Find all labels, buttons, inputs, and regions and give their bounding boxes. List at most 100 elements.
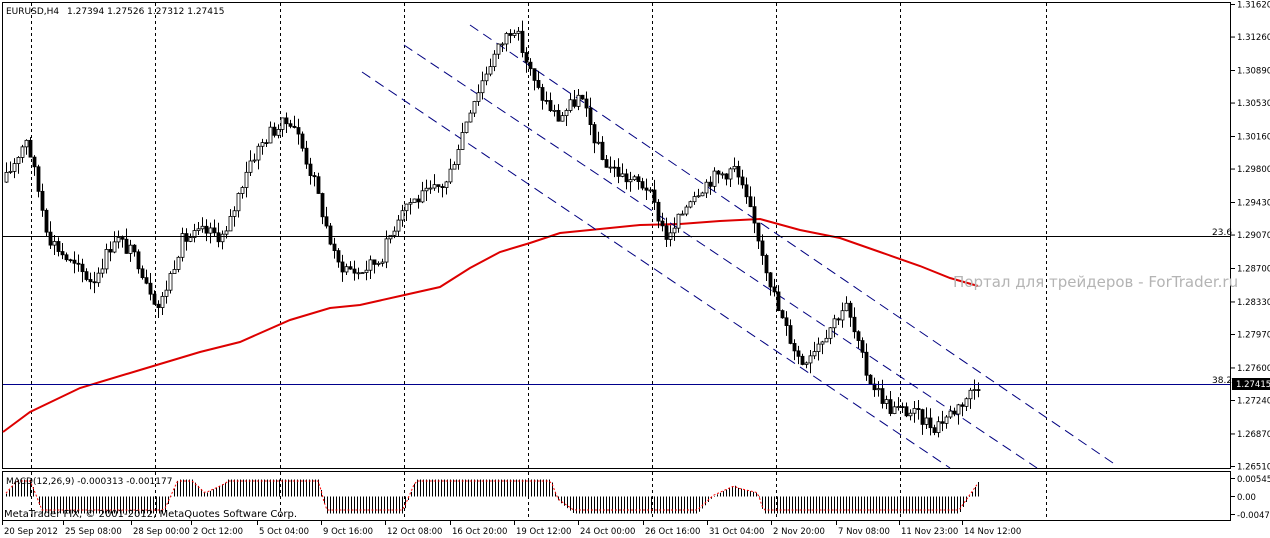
current-price-tag-text: 1.27415 bbox=[1236, 380, 1270, 390]
candle-body bbox=[956, 404, 961, 415]
candle-body bbox=[924, 417, 929, 425]
candle-body bbox=[304, 147, 309, 165]
main-chart-area[interactable] bbox=[2, 2, 1231, 469]
time-axis-label: 28 Sep 00:00 bbox=[133, 527, 190, 537]
time-axis-label: 19 Oct 12:00 bbox=[516, 527, 571, 537]
candle-body bbox=[936, 421, 941, 433]
fib-label-38-2: 38.2 bbox=[1212, 376, 1232, 386]
candle-body bbox=[164, 289, 169, 297]
candle-body bbox=[544, 99, 549, 102]
candle-body bbox=[252, 159, 257, 162]
price-axis-label: 1.31260 bbox=[1237, 33, 1270, 43]
candle-body bbox=[952, 410, 957, 415]
price-axis-label: 1.30530 bbox=[1237, 99, 1270, 109]
candle-body bbox=[824, 337, 829, 343]
candle-body bbox=[916, 408, 921, 410]
candle-body bbox=[792, 343, 797, 352]
candle-body bbox=[724, 173, 729, 180]
candle-body bbox=[912, 408, 917, 414]
candle-body bbox=[232, 210, 237, 217]
candle-body bbox=[452, 164, 457, 170]
candle-body bbox=[576, 94, 581, 107]
candle-body bbox=[772, 286, 777, 293]
candle-body bbox=[632, 176, 637, 181]
candle-body bbox=[864, 351, 869, 376]
candle-body bbox=[408, 202, 413, 205]
candle-body bbox=[556, 109, 561, 122]
candle-body bbox=[608, 166, 613, 169]
candle-body bbox=[224, 230, 229, 235]
candle-body bbox=[28, 139, 33, 158]
candle-body bbox=[260, 142, 265, 147]
candle-body bbox=[500, 43, 505, 46]
candle-body bbox=[520, 30, 525, 53]
candle-body bbox=[280, 117, 285, 130]
candle-body bbox=[340, 261, 345, 273]
candle-body bbox=[616, 166, 621, 177]
candle-body bbox=[272, 126, 277, 136]
candle-body bbox=[284, 117, 289, 125]
candle-body bbox=[80, 263, 85, 273]
time-axis-label: 5 Oct 04:00 bbox=[259, 527, 309, 537]
candle-body bbox=[208, 227, 213, 234]
candle-body bbox=[636, 176, 641, 182]
time-axis-label: 2 Nov 20:00 bbox=[773, 527, 825, 537]
candle-body bbox=[412, 198, 417, 203]
candle-body bbox=[436, 184, 441, 187]
candle-body bbox=[688, 201, 693, 208]
time-axis-label: 25 Sep 08:00 bbox=[65, 527, 122, 537]
candle-body bbox=[508, 33, 513, 36]
candle-body bbox=[124, 238, 129, 254]
time-axis-label: 9 Oct 16:00 bbox=[323, 527, 373, 537]
candle-body bbox=[104, 249, 109, 270]
price-axis-label: 1.27970 bbox=[1237, 331, 1270, 341]
candle-body bbox=[844, 302, 849, 312]
candle-body bbox=[480, 80, 485, 94]
candle-body bbox=[108, 249, 113, 253]
candle-body bbox=[320, 193, 325, 218]
candle-body bbox=[196, 228, 201, 231]
price-axis-label: 1.26510 bbox=[1237, 463, 1270, 473]
candle-body bbox=[536, 80, 541, 88]
candle-body bbox=[356, 272, 361, 275]
candle-body bbox=[156, 303, 161, 308]
candle-body bbox=[432, 184, 437, 189]
candle-body bbox=[748, 196, 753, 208]
candle-body bbox=[904, 406, 909, 417]
candle-body bbox=[52, 241, 57, 246]
candle-body bbox=[568, 99, 573, 111]
candle-body bbox=[20, 146, 25, 158]
candle-body bbox=[460, 132, 465, 150]
candle-body bbox=[300, 133, 305, 149]
time-axis-label: 31 Oct 04:00 bbox=[709, 527, 764, 537]
candle-body bbox=[148, 282, 153, 295]
candle-body bbox=[716, 170, 721, 175]
candle-body bbox=[948, 410, 953, 418]
price-axis-label: 1.30160 bbox=[1237, 133, 1270, 143]
candle-body bbox=[212, 227, 217, 234]
candle-body bbox=[700, 192, 705, 197]
candle-body bbox=[548, 100, 553, 112]
channel-line bbox=[361, 71, 951, 469]
candle-body bbox=[972, 389, 977, 391]
candle-body bbox=[592, 124, 597, 144]
candle-body bbox=[580, 94, 585, 100]
current-price-tag bbox=[1232, 378, 1270, 390]
candle-body bbox=[596, 141, 601, 144]
candle-body bbox=[892, 406, 897, 414]
candle-body bbox=[852, 316, 857, 333]
candle-body bbox=[48, 231, 53, 246]
candle-body bbox=[740, 176, 745, 186]
candle-body bbox=[76, 262, 81, 265]
candle-body bbox=[60, 251, 65, 256]
candle-body bbox=[704, 181, 709, 194]
macd-scale-top: 0.00545 bbox=[1237, 475, 1270, 485]
candle-body bbox=[316, 176, 321, 194]
candle-body bbox=[788, 325, 793, 344]
candle-body bbox=[388, 234, 393, 240]
price-axis-label: 1.30890 bbox=[1237, 67, 1270, 77]
price-axis-label: 1.31620 bbox=[1237, 1, 1270, 11]
candle-body bbox=[884, 399, 889, 404]
candle-body bbox=[324, 216, 329, 227]
